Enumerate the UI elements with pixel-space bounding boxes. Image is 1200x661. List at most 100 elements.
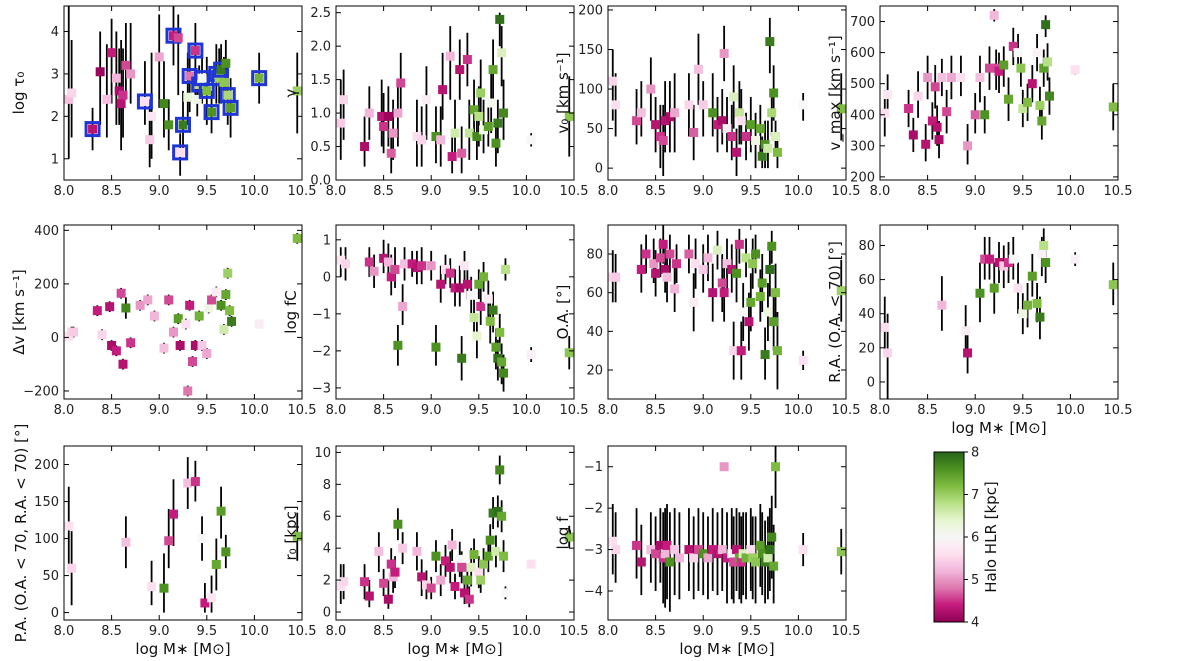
y-tick-label: −1 (584, 460, 603, 475)
x-tick-label: 10.5 (288, 184, 317, 199)
y-tick-label: 0 (867, 375, 875, 390)
data-point (767, 241, 777, 251)
data-point (526, 350, 536, 360)
data-point (219, 324, 229, 334)
data-point (497, 48, 507, 58)
data-point (693, 545, 703, 555)
y-tick-label: −3 (584, 543, 603, 558)
data-point (1018, 309, 1028, 319)
y-tick-label: 100 (578, 83, 603, 98)
data-point (741, 253, 751, 263)
data-point (689, 128, 699, 138)
points-vmax (880, 9, 1118, 165)
data-point (691, 259, 701, 269)
colorbar-tick-label: 5 (971, 573, 979, 588)
y-tick-label: 150 (34, 495, 59, 510)
data-point (717, 278, 727, 288)
data-point (760, 350, 770, 360)
y-tick-label: 10 (314, 446, 331, 461)
y-axis-label: log f (554, 516, 572, 550)
highlight-marker (213, 61, 230, 78)
data-point (493, 506, 503, 516)
points-dv (64, 233, 302, 397)
y-tick-label: 0 (51, 331, 59, 346)
data-point (145, 135, 155, 145)
data-point (608, 536, 618, 546)
x-tick-label: 10.0 (512, 184, 541, 199)
x-axis-label: log M∗ [M⊙] (951, 419, 1046, 437)
data-point (407, 259, 417, 269)
points-PA (64, 457, 302, 613)
data-point (937, 300, 947, 310)
data-point (175, 147, 185, 157)
data-point (64, 94, 74, 104)
data-point (369, 266, 379, 276)
data-point (632, 540, 642, 550)
data-point (765, 545, 775, 555)
x-tick-label: 8.5 (917, 403, 938, 418)
y-tick-label: 400 (34, 224, 59, 239)
data-point (204, 303, 214, 313)
data-point (488, 508, 498, 518)
data-point (227, 316, 237, 326)
data-point (412, 546, 422, 556)
y-tick-label: 80 (858, 239, 875, 254)
data-point (1023, 300, 1033, 310)
data-point (111, 346, 121, 356)
data-point (719, 48, 729, 58)
x-tick-label: 8.5 (101, 403, 122, 418)
data-point (1032, 48, 1042, 58)
y-tick-label: 2 (323, 574, 331, 589)
data-point (466, 562, 476, 572)
data-point (1035, 100, 1045, 110)
data-point (219, 77, 229, 87)
y-tick-label: 200 (850, 170, 875, 185)
data-point (140, 96, 150, 106)
data-point (932, 122, 942, 132)
data-point (447, 152, 457, 162)
data-point (751, 249, 761, 259)
data-point (611, 100, 621, 110)
data-point (207, 593, 217, 603)
data-point (111, 73, 121, 83)
x-tick-label: 9.5 (468, 403, 489, 418)
data-point (386, 148, 396, 158)
data-point (744, 317, 754, 327)
y-axis-label: log τ₀ (10, 72, 28, 115)
data-point (564, 348, 574, 358)
data-point (377, 111, 387, 121)
data-point (159, 583, 169, 593)
data-point (684, 545, 694, 555)
x-tick-label: 10.5 (832, 184, 861, 199)
axes-frame (63, 224, 303, 400)
data-point (763, 553, 773, 563)
data-point (1013, 283, 1023, 293)
x-tick-label: 10.5 (288, 624, 317, 639)
y-tick-label: 0 (595, 162, 603, 177)
data-point (1013, 48, 1023, 58)
data-point (499, 368, 509, 378)
x-tick-label: 10.0 (240, 184, 269, 199)
data-point (660, 116, 670, 126)
axes-frame (63, 5, 303, 181)
y-tick-label: 6 (323, 510, 331, 525)
data-point (388, 128, 398, 138)
points-v0 (608, 17, 846, 177)
data-point (727, 264, 737, 274)
data-point (396, 78, 406, 88)
data-point (921, 139, 931, 149)
data-point (143, 295, 153, 305)
data-point (469, 105, 479, 115)
data-point (197, 73, 207, 83)
data-point (1023, 97, 1033, 107)
data-point (611, 545, 621, 555)
data-point (292, 233, 302, 243)
data-point (95, 67, 105, 77)
y-tick-label: 1.5 (310, 73, 331, 88)
data-point (757, 549, 767, 559)
data-point (751, 557, 761, 567)
data-point (147, 582, 157, 592)
y-tick-label: 2 (51, 110, 59, 125)
x-tick-label: 10.0 (240, 403, 269, 418)
data-point (118, 359, 128, 369)
